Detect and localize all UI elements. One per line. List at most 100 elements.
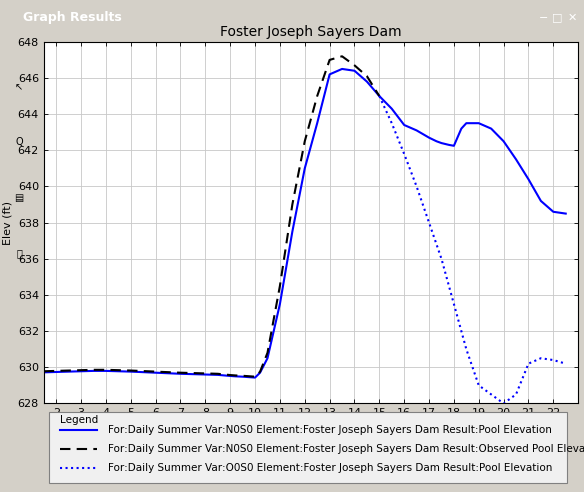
For:Daily Summer Var:N0S0 Element:Foster Joseph Sayers Dam Result:Observed Pool Elevation <box>165 369 172 375</box>
For:Daily Summer Var:N0S0 Element:Foster Joseph Sayers Dam Result:Pool Elevation <box>363 79 370 85</box>
Line: For:Daily Summer Var:N0S0 Element:Foster Joseph Sayers Dam Result:Observed Pool Elevation: For:Daily Summer Var:N0S0 Element:Foster… <box>44 56 380 377</box>
Y-axis label: Elev (ft): Elev (ft) <box>2 201 12 245</box>
For:Daily Summer Var:N0S0 Element:Foster Joseph Sayers Dam Result:Pool Elevation <box>413 127 420 133</box>
For:Daily Summer Var:O0S0 Element:Foster Joseph Sayers Dam Result:Pool Elevation <box>525 361 532 367</box>
For:Daily Summer Var:N0S0 Element:Foster Joseph Sayers Dam Result:Observed Pool Elevation <box>339 53 346 59</box>
Text: For:Daily Summer Var:O0S0 Element:Foster Joseph Sayers Dam Result:Pool Elevation: For:Daily Summer Var:O0S0 Element:Foster… <box>108 463 552 473</box>
For:Daily Summer Var:N0S0 Element:Foster Joseph Sayers Dam Result:Pool Elevation <box>537 198 544 204</box>
Text: −: − <box>538 13 548 23</box>
For:Daily Summer Var:N0S0 Element:Foster Joseph Sayers Dam Result:Observed Pool Elevation <box>152 369 159 374</box>
For:Daily Summer Var:O0S0 Element:Foster Joseph Sayers Dam Result:Pool Elevation <box>550 357 557 363</box>
For:Daily Summer Var:N0S0 Element:Foster Joseph Sayers Dam Result:Pool Elevation <box>488 125 495 131</box>
For:Daily Summer Var:N0S0 Element:Foster Joseph Sayers Dam Result:Pool Elevation <box>227 373 234 379</box>
For:Daily Summer Var:N0S0 Element:Foster Joseph Sayers Dam Result:Observed Pool Elevation <box>326 57 333 63</box>
For:Daily Summer Var:N0S0 Element:Foster Joseph Sayers Dam Result:Pool Elevation <box>388 106 395 112</box>
For:Daily Summer Var:O0S0 Element:Foster Joseph Sayers Dam Result:Pool Elevation <box>537 355 544 361</box>
For:Daily Summer Var:N0S0 Element:Foster Joseph Sayers Dam Result:Pool Elevation <box>152 370 159 376</box>
For:Daily Summer Var:N0S0 Element:Foster Joseph Sayers Dam Result:Pool Elevation <box>513 156 520 162</box>
For:Daily Summer Var:N0S0 Element:Foster Joseph Sayers Dam Result:Pool Elevation <box>450 143 457 149</box>
For:Daily Summer Var:N0S0 Element:Foster Joseph Sayers Dam Result:Pool Elevation <box>246 374 253 380</box>
For:Daily Summer Var:O0S0 Element:Foster Joseph Sayers Dam Result:Pool Elevation <box>413 184 420 189</box>
For:Daily Summer Var:O0S0 Element:Foster Joseph Sayers Dam Result:Pool Elevation <box>500 400 507 406</box>
For:Daily Summer Var:N0S0 Element:Foster Joseph Sayers Dam Result:Pool Elevation <box>426 135 433 141</box>
For:Daily Summer Var:N0S0 Element:Foster Joseph Sayers Dam Result:Pool Elevation <box>78 369 85 374</box>
For:Daily Summer Var:N0S0 Element:Foster Joseph Sayers Dam Result:Observed Pool Elevation <box>53 368 60 374</box>
For:Daily Summer Var:N0S0 Element:Foster Joseph Sayers Dam Result:Pool Elevation <box>90 368 97 374</box>
For:Daily Summer Var:N0S0 Element:Foster Joseph Sayers Dam Result:Pool Elevation <box>314 120 321 126</box>
Title: Foster Joseph Sayers Dam: Foster Joseph Sayers Dam <box>220 25 402 39</box>
For:Daily Summer Var:N0S0 Element:Foster Joseph Sayers Dam Result:Pool Elevation <box>289 229 296 235</box>
FancyBboxPatch shape <box>49 412 568 483</box>
For:Daily Summer Var:N0S0 Element:Foster Joseph Sayers Dam Result:Observed Pool Elevation <box>232 372 239 378</box>
For:Daily Summer Var:N0S0 Element:Foster Joseph Sayers Dam Result:Pool Elevation <box>438 140 445 146</box>
X-axis label: Sep2018: Sep2018 <box>286 424 336 434</box>
Text: ▤: ▤ <box>15 192 23 203</box>
For:Daily Summer Var:N0S0 Element:Foster Joseph Sayers Dam Result:Pool Elevation <box>102 368 109 374</box>
For:Daily Summer Var:O0S0 Element:Foster Joseph Sayers Dam Result:Pool Elevation <box>475 382 482 388</box>
For:Daily Summer Var:N0S0 Element:Foster Joseph Sayers Dam Result:Observed Pool Elevation <box>301 138 308 144</box>
For:Daily Summer Var:N0S0 Element:Foster Joseph Sayers Dam Result:Observed Pool Elevation <box>65 368 72 373</box>
For:Daily Summer Var:O0S0 Element:Foster Joseph Sayers Dam Result:Pool Elevation <box>463 346 470 352</box>
For:Daily Summer Var:N0S0 Element:Foster Joseph Sayers Dam Result:Pool Elevation <box>252 374 259 380</box>
For:Daily Summer Var:N0S0 Element:Foster Joseph Sayers Dam Result:Observed Pool Elevation <box>246 373 253 379</box>
For:Daily Summer Var:N0S0 Element:Foster Joseph Sayers Dam Result:Pool Elevation <box>202 371 209 377</box>
For:Daily Summer Var:N0S0 Element:Foster Joseph Sayers Dam Result:Observed Pool Elevation <box>376 93 383 99</box>
For:Daily Summer Var:O0S0 Element:Foster Joseph Sayers Dam Result:Pool Elevation <box>388 120 395 126</box>
For:Daily Summer Var:N0S0 Element:Foster Joseph Sayers Dam Result:Observed Pool Elevation <box>351 62 358 68</box>
For:Daily Summer Var:N0S0 Element:Foster Joseph Sayers Dam Result:Pool Elevation <box>264 355 271 361</box>
For:Daily Summer Var:N0S0 Element:Foster Joseph Sayers Dam Result:Observed Pool Elevation <box>78 367 85 373</box>
For:Daily Summer Var:N0S0 Element:Foster Joseph Sayers Dam Result:Observed Pool Elevation <box>115 367 122 373</box>
For:Daily Summer Var:N0S0 Element:Foster Joseph Sayers Dam Result:Observed Pool Elevation <box>127 368 134 373</box>
For:Daily Summer Var:N0S0 Element:Foster Joseph Sayers Dam Result:Observed Pool Elevation <box>227 372 234 378</box>
For:Daily Summer Var:N0S0 Element:Foster Joseph Sayers Dam Result:Pool Elevation <box>127 369 134 374</box>
For:Daily Summer Var:N0S0 Element:Foster Joseph Sayers Dam Result:Observed Pool Elevation <box>189 370 196 376</box>
For:Daily Summer Var:N0S0 Element:Foster Joseph Sayers Dam Result:Pool Elevation <box>550 209 557 215</box>
For:Daily Summer Var:N0S0 Element:Foster Joseph Sayers Dam Result:Observed Pool Elevation <box>256 369 263 375</box>
For:Daily Summer Var:N0S0 Element:Foster Joseph Sayers Dam Result:Observed Pool Elevation <box>102 367 109 373</box>
For:Daily Summer Var:N0S0 Element:Foster Joseph Sayers Dam Result:Pool Elevation <box>276 301 283 307</box>
For:Daily Summer Var:N0S0 Element:Foster Joseph Sayers Dam Result:Pool Elevation <box>239 374 246 380</box>
For:Daily Summer Var:N0S0 Element:Foster Joseph Sayers Dam Result:Observed Pool Elevation <box>90 367 97 373</box>
Line: For:Daily Summer Var:O0S0 Element:Foster Joseph Sayers Dam Result:Pool Elevation: For:Daily Summer Var:O0S0 Element:Foster… <box>380 96 566 403</box>
For:Daily Summer Var:N0S0 Element:Foster Joseph Sayers Dam Result:Pool Elevation <box>189 371 196 377</box>
For:Daily Summer Var:N0S0 Element:Foster Joseph Sayers Dam Result:Pool Elevation <box>65 369 72 374</box>
For:Daily Summer Var:N0S0 Element:Foster Joseph Sayers Dam Result:Pool Elevation <box>115 369 122 374</box>
Text: ✕: ✕ <box>568 13 577 23</box>
For:Daily Summer Var:N0S0 Element:Foster Joseph Sayers Dam Result:Pool Elevation <box>301 165 308 171</box>
For:Daily Summer Var:N0S0 Element:Foster Joseph Sayers Dam Result:Pool Elevation <box>214 372 221 378</box>
For:Daily Summer Var:N0S0 Element:Foster Joseph Sayers Dam Result:Observed Pool Elevation <box>363 73 370 79</box>
Line: For:Daily Summer Var:N0S0 Element:Foster Joseph Sayers Dam Result:Pool Elevation: For:Daily Summer Var:N0S0 Element:Foster… <box>44 69 566 377</box>
For:Daily Summer Var:O0S0 Element:Foster Joseph Sayers Dam Result:Pool Elevation <box>376 93 383 99</box>
For:Daily Summer Var:N0S0 Element:Foster Joseph Sayers Dam Result:Pool Elevation <box>500 138 507 144</box>
For:Daily Summer Var:O0S0 Element:Foster Joseph Sayers Dam Result:Pool Elevation <box>513 392 520 398</box>
For:Daily Summer Var:N0S0 Element:Foster Joseph Sayers Dam Result:Observed Pool Elevation <box>264 350 271 356</box>
For:Daily Summer Var:N0S0 Element:Foster Joseph Sayers Dam Result:Pool Elevation <box>401 122 408 128</box>
For:Daily Summer Var:N0S0 Element:Foster Joseph Sayers Dam Result:Pool Elevation <box>446 142 453 148</box>
For:Daily Summer Var:N0S0 Element:Foster Joseph Sayers Dam Result:Observed Pool Elevation <box>40 369 47 374</box>
For:Daily Summer Var:N0S0 Element:Foster Joseph Sayers Dam Result:Pool Elevation <box>53 369 60 375</box>
For:Daily Summer Var:O0S0 Element:Foster Joseph Sayers Dam Result:Pool Elevation <box>562 361 569 367</box>
Text: 🖨: 🖨 <box>16 248 22 258</box>
For:Daily Summer Var:N0S0 Element:Foster Joseph Sayers Dam Result:Observed Pool Elevation <box>214 371 221 377</box>
For:Daily Summer Var:O0S0 Element:Foster Joseph Sayers Dam Result:Pool Elevation <box>426 220 433 226</box>
For:Daily Summer Var:N0S0 Element:Foster Joseph Sayers Dam Result:Pool Elevation <box>463 120 470 126</box>
For:Daily Summer Var:N0S0 Element:Foster Joseph Sayers Dam Result:Pool Elevation <box>165 370 172 376</box>
For:Daily Summer Var:N0S0 Element:Foster Joseph Sayers Dam Result:Pool Elevation <box>40 369 47 375</box>
For:Daily Summer Var:N0S0 Element:Foster Joseph Sayers Dam Result:Pool Elevation <box>475 120 482 126</box>
For:Daily Summer Var:N0S0 Element:Foster Joseph Sayers Dam Result:Observed Pool Elevation <box>140 368 147 374</box>
Text: Q: Q <box>15 137 23 148</box>
For:Daily Summer Var:N0S0 Element:Foster Joseph Sayers Dam Result:Pool Elevation <box>339 66 346 72</box>
For:Daily Summer Var:N0S0 Element:Foster Joseph Sayers Dam Result:Pool Elevation <box>177 371 184 377</box>
For:Daily Summer Var:N0S0 Element:Foster Joseph Sayers Dam Result:Pool Elevation <box>256 370 263 376</box>
For:Daily Summer Var:N0S0 Element:Foster Joseph Sayers Dam Result:Observed Pool Elevation <box>276 283 283 289</box>
For:Daily Summer Var:N0S0 Element:Foster Joseph Sayers Dam Result:Pool Elevation <box>140 369 147 375</box>
Text: Legend: Legend <box>60 415 98 425</box>
Text: ↖: ↖ <box>15 82 23 92</box>
For:Daily Summer Var:N0S0 Element:Foster Joseph Sayers Dam Result:Pool Elevation <box>458 125 465 131</box>
For:Daily Summer Var:N0S0 Element:Foster Joseph Sayers Dam Result:Observed Pool Elevation <box>239 373 246 379</box>
For:Daily Summer Var:N0S0 Element:Foster Joseph Sayers Dam Result:Observed Pool Elevation <box>177 370 184 376</box>
For:Daily Summer Var:N0S0 Element:Foster Joseph Sayers Dam Result:Pool Elevation <box>232 373 239 379</box>
Text: For:Daily Summer Var:N0S0 Element:Foster Joseph Sayers Dam Result:Observed Pool : For:Daily Summer Var:N0S0 Element:Foster… <box>108 444 584 454</box>
For:Daily Summer Var:O0S0 Element:Foster Joseph Sayers Dam Result:Pool Elevation <box>401 151 408 157</box>
For:Daily Summer Var:N0S0 Element:Foster Joseph Sayers Dam Result:Observed Pool Elevation <box>252 374 259 380</box>
